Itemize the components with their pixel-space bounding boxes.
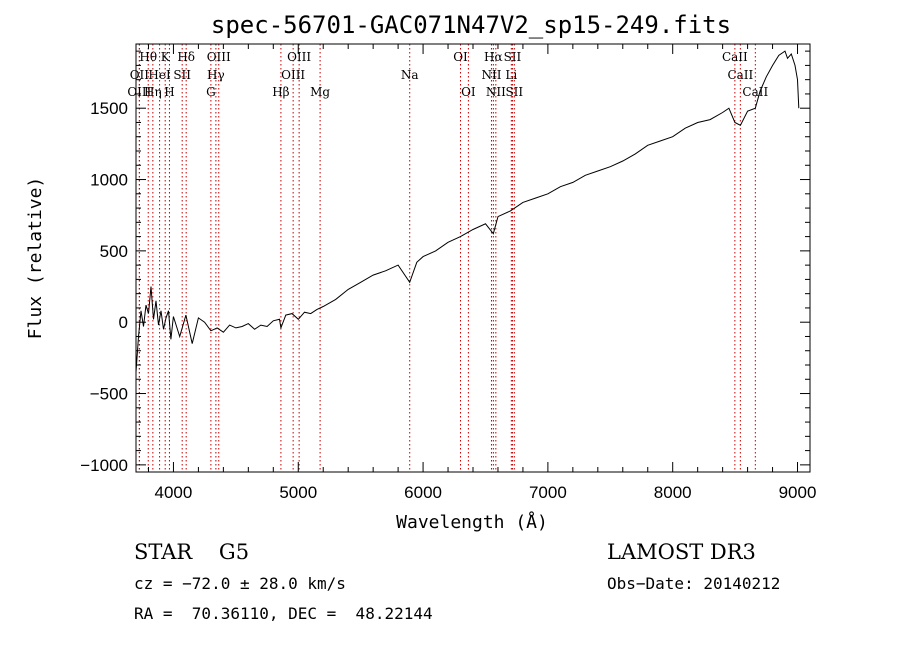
y-tick-label-1: −500 bbox=[90, 385, 128, 404]
spectral-line-label-19: NII bbox=[481, 68, 501, 82]
object-class: STAR G5 bbox=[134, 540, 250, 564]
y-tick-label-3: 500 bbox=[100, 242, 128, 261]
x-tick-label-1: 5000 bbox=[279, 483, 317, 502]
spectral-line-label-24: SII bbox=[505, 85, 523, 99]
y-axis-label: Flux (relative) bbox=[25, 177, 46, 340]
y-tick-label-4: 1000 bbox=[90, 171, 128, 190]
y-tick-label-2: 0 bbox=[119, 313, 128, 332]
x-tick-label-5: 9000 bbox=[779, 483, 817, 502]
spectral-line-label-1: OIII bbox=[127, 85, 151, 99]
spectral-line-label-10: Hγ bbox=[207, 68, 225, 82]
spectral-line-label-14: OIII bbox=[287, 50, 311, 64]
spectral-line-label-2: Hθ bbox=[139, 50, 157, 64]
x-tick-label-2: 6000 bbox=[404, 483, 442, 502]
spectral-line-label-4: HeI bbox=[148, 68, 171, 82]
spectral-line-label-20: Hα bbox=[484, 50, 503, 64]
spectral-line-label-17: OI bbox=[453, 50, 468, 64]
spectral-line-label-5: K bbox=[161, 50, 171, 64]
chart-title: spec-56701-GAC071N47V2_sp15-249.fits bbox=[211, 11, 731, 39]
y-tick-label-5: 1500 bbox=[90, 99, 128, 118]
axis-ticks: 4000 5000 6000 7000 8000 9000 −1000 −500 0 500 100… bbox=[80, 44, 816, 502]
y-tick-label-0: −1000 bbox=[80, 456, 128, 475]
spectral-line-label-3: Hη bbox=[144, 85, 162, 99]
spectral-line-label-8: Hδ bbox=[177, 50, 195, 64]
spectral-line-label-18: OI bbox=[461, 85, 476, 99]
spectral-line-label-23: SII bbox=[504, 50, 522, 64]
spectral-line-label-27: CaII bbox=[742, 85, 768, 99]
spectral-line-label-22: Li bbox=[505, 68, 517, 82]
spectral-line-label-6: H bbox=[164, 85, 174, 99]
spectral-line-labels: OII OIII Hθ Hη HeI K H SII Hδ G Hγ OIII Hβ OIII OIII Mg… bbox=[127, 50, 768, 99]
spectral-line-label-11: OIII bbox=[207, 50, 231, 64]
spectral-line-label-12: Hβ bbox=[272, 85, 289, 99]
spectral-line-label-13: OIII bbox=[281, 68, 305, 82]
spectral-line-label-9: G bbox=[206, 85, 216, 99]
spectral-line-label-26: CaII bbox=[727, 68, 753, 82]
spectrum-line bbox=[135, 50, 800, 373]
x-tick-label-3: 7000 bbox=[529, 483, 567, 502]
spectral-line-label-15: Mg bbox=[310, 85, 330, 99]
obs-date: Obs−Date: 20140212 bbox=[607, 574, 781, 593]
spectral-line-label-21: NII bbox=[486, 85, 506, 99]
spectral-line-markers bbox=[138, 44, 756, 472]
spectrum-chart: spec-56701-GAC071N47V2_sp15-249.fits 400… bbox=[25, 11, 816, 533]
redshift-value: cz = −72.0 ± 28.0 km/s bbox=[134, 574, 346, 593]
spectral-line-label-16: Na bbox=[401, 68, 419, 82]
x-tick-label-0: 4000 bbox=[155, 483, 193, 502]
plot-frame bbox=[135, 43, 811, 473]
x-axis-label: Wavelength (Å) bbox=[396, 511, 548, 533]
coordinates: RA = 70.36110, DEC = 48.22144 bbox=[134, 604, 433, 623]
spectral-line-label-7: SII bbox=[173, 68, 191, 82]
spectral-line-label-0: OII bbox=[130, 68, 150, 82]
x-tick-label-4: 8000 bbox=[654, 483, 692, 502]
survey-name: LAMOST DR3 bbox=[607, 540, 756, 564]
spectral-line-label-25: CaII bbox=[722, 50, 748, 64]
